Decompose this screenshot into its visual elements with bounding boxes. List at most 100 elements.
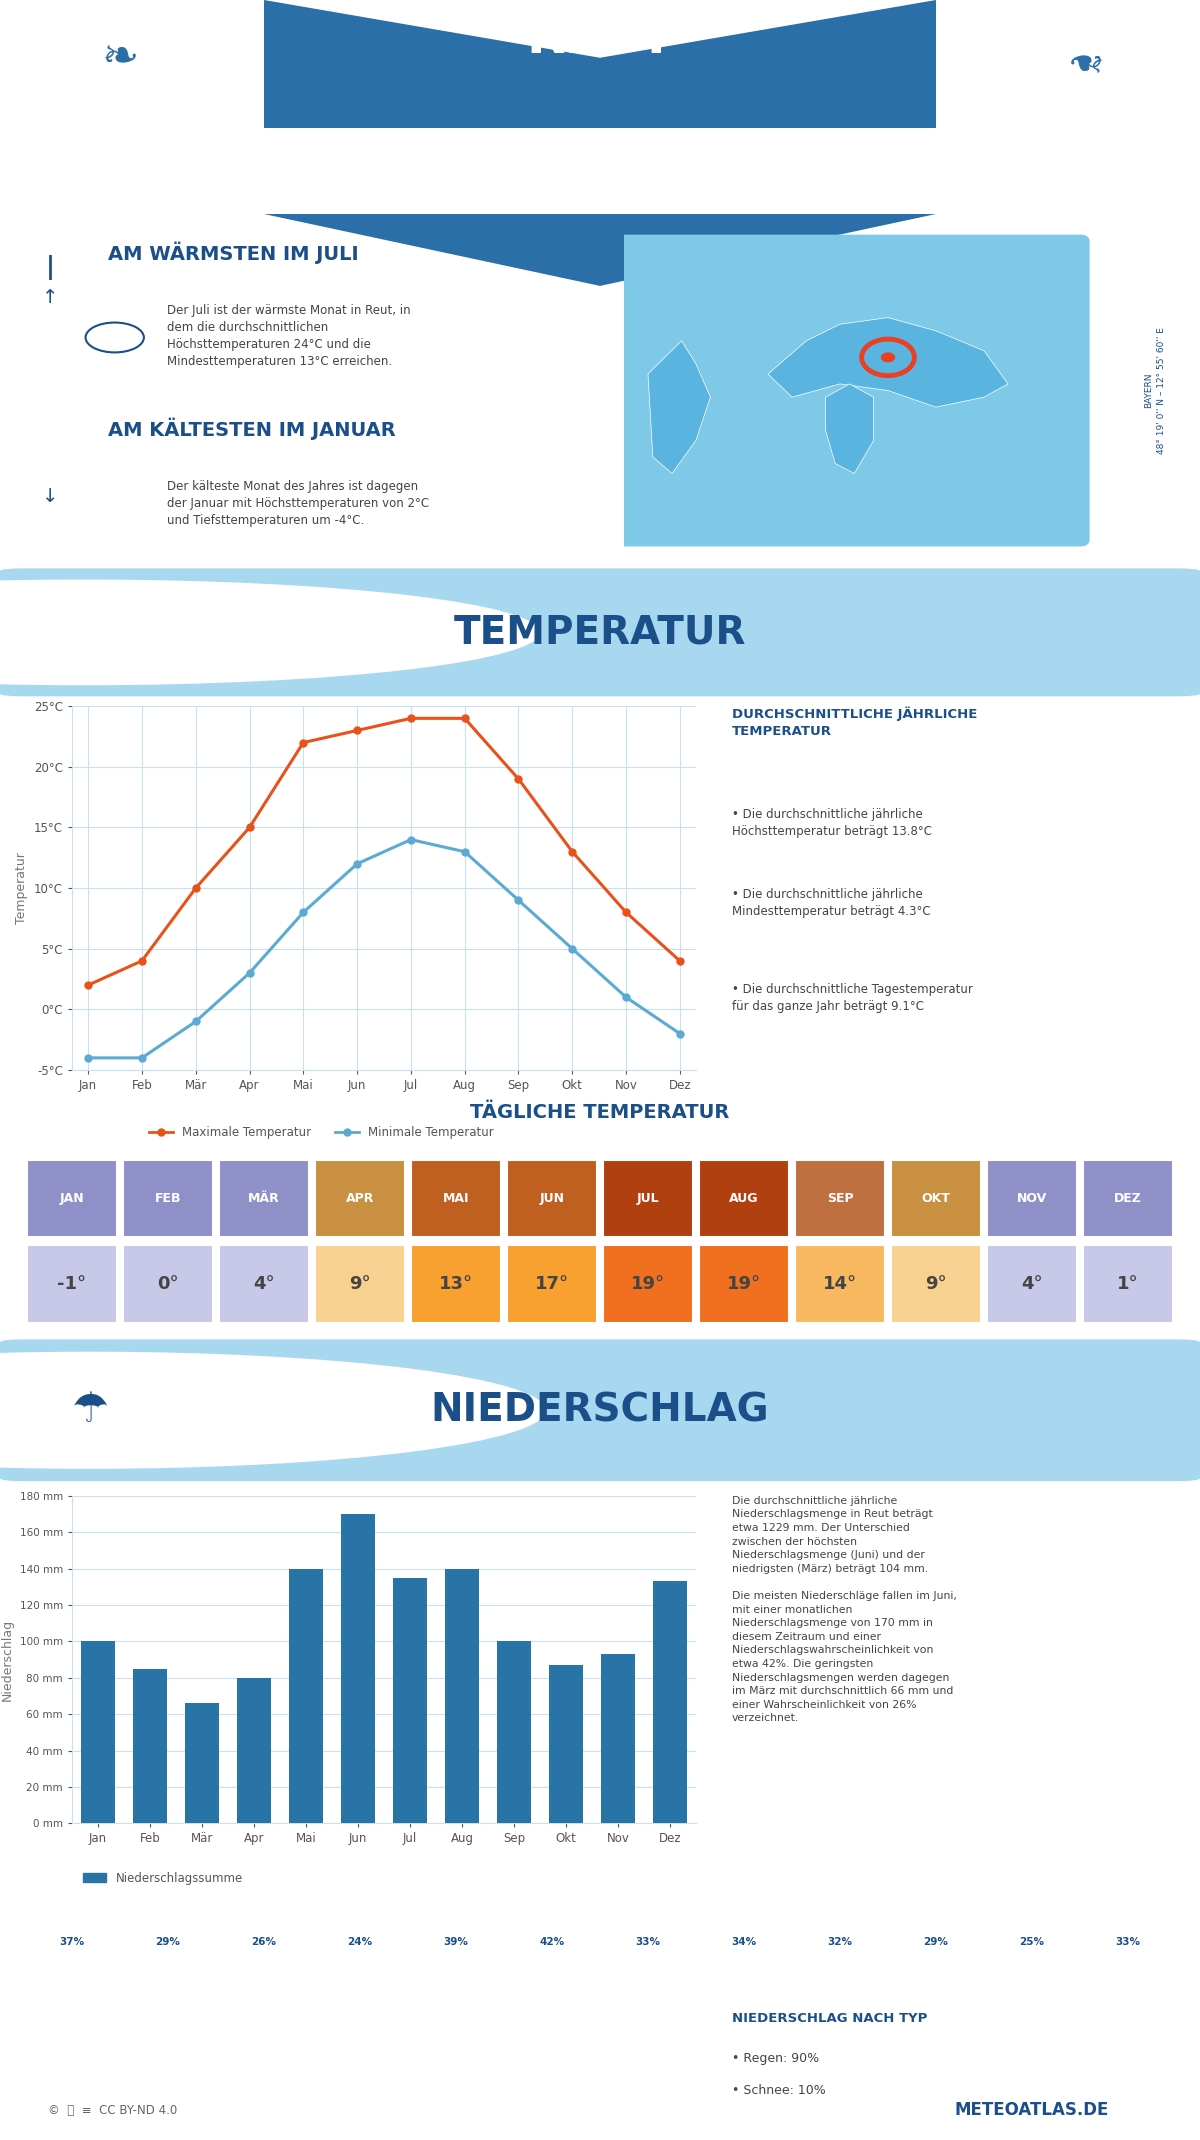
Text: OKT: OKT — [926, 1988, 946, 1999]
Maximale Temperatur — [134, 948, 149, 974]
Text: 4°: 4° — [253, 1275, 275, 1293]
Maximale Temperatur — [403, 706, 418, 732]
Text: |: | — [46, 255, 54, 280]
Maximale Temperatur — [511, 766, 526, 792]
Minimale Temperatur — [134, 1044, 149, 1070]
Text: 25%: 25% — [1020, 1937, 1044, 1947]
Text: MAI: MAI — [446, 1988, 466, 1999]
FancyBboxPatch shape — [506, 1245, 598, 1323]
Minimale Temperatur — [296, 899, 311, 924]
Text: AM WÄRMSTEN IM JULI: AM WÄRMSTEN IM JULI — [108, 242, 359, 263]
Line: Minimale Temperatur: Minimale Temperatur — [85, 837, 683, 1061]
Maximale Temperatur — [350, 717, 365, 743]
FancyBboxPatch shape — [602, 1245, 694, 1323]
FancyBboxPatch shape — [698, 1245, 790, 1323]
Bar — [82, 1641, 115, 1823]
FancyBboxPatch shape — [0, 569, 1200, 696]
Text: 9°: 9° — [925, 1275, 947, 1293]
Y-axis label: Temperatur: Temperatur — [16, 852, 29, 924]
Polygon shape — [768, 317, 1008, 407]
Minimale Temperatur — [350, 852, 365, 877]
Text: JAN: JAN — [64, 1988, 80, 1999]
Text: APR: APR — [350, 1988, 370, 1999]
Text: MAI: MAI — [443, 1192, 469, 1205]
Text: • Regen: 90%: • Regen: 90% — [732, 2052, 820, 2065]
Text: • Schnee: 10%: • Schnee: 10% — [732, 2084, 826, 2097]
Text: 24%: 24% — [348, 1937, 372, 1947]
FancyBboxPatch shape — [890, 1160, 982, 1237]
Maximale Temperatur — [296, 730, 311, 755]
Line: Maximale Temperatur: Maximale Temperatur — [85, 715, 683, 989]
Text: AUG: AUG — [733, 1988, 755, 1999]
Text: 19°: 19° — [631, 1275, 665, 1293]
FancyBboxPatch shape — [314, 1160, 406, 1237]
Maximale Temperatur — [619, 899, 634, 924]
Text: AM KÄLTESTEN IM JANUAR: AM KÄLTESTEN IM JANUAR — [108, 417, 396, 439]
Minimale Temperatur — [673, 1021, 688, 1046]
Bar — [445, 1569, 479, 1823]
Bar — [133, 1669, 167, 1823]
FancyBboxPatch shape — [218, 1245, 310, 1323]
Bar — [341, 1515, 374, 1823]
Polygon shape — [648, 340, 710, 473]
FancyBboxPatch shape — [794, 1160, 886, 1237]
FancyBboxPatch shape — [26, 1160, 118, 1237]
Text: 33%: 33% — [1116, 1937, 1140, 1947]
Text: JAN: JAN — [60, 1192, 84, 1205]
Text: NOV: NOV — [1016, 1192, 1048, 1205]
Text: 1°: 1° — [1117, 1275, 1139, 1293]
Text: NOV: NOV — [1021, 1988, 1043, 1999]
Circle shape — [323, 1939, 397, 1945]
FancyBboxPatch shape — [506, 1160, 598, 1237]
Text: 37%: 37% — [60, 1937, 84, 1947]
FancyBboxPatch shape — [314, 1245, 406, 1323]
FancyBboxPatch shape — [1082, 1160, 1174, 1237]
Bar — [601, 1654, 635, 1823]
Text: 42%: 42% — [540, 1937, 564, 1947]
Maximale Temperatur — [565, 839, 580, 865]
Minimale Temperatur — [403, 826, 418, 852]
Legend: Niederschlagssumme: Niederschlagssumme — [78, 1866, 247, 1890]
Text: MÄR: MÄR — [248, 1192, 280, 1205]
Minimale Temperatur — [457, 839, 472, 865]
Minimale Temperatur — [80, 1044, 95, 1070]
Maximale Temperatur — [188, 875, 203, 901]
Text: NIEDERSCHLAG: NIEDERSCHLAG — [431, 1391, 769, 1430]
Text: APR: APR — [346, 1192, 374, 1205]
Maximale Temperatur — [457, 706, 472, 732]
Maximale Temperatur — [242, 815, 257, 841]
FancyBboxPatch shape — [986, 1245, 1078, 1323]
Text: 32%: 32% — [828, 1937, 852, 1947]
FancyBboxPatch shape — [122, 1160, 214, 1237]
FancyBboxPatch shape — [410, 1245, 502, 1323]
Minimale Temperatur — [511, 888, 526, 914]
Text: ❧: ❧ — [101, 36, 139, 79]
Bar — [185, 1703, 218, 1823]
FancyBboxPatch shape — [1082, 1245, 1174, 1323]
Text: 34%: 34% — [732, 1937, 756, 1947]
Text: • Die durchschnittliche Tagestemperatur
für das ganze Jahr beträgt 9.1°C: • Die durchschnittliche Tagestemperatur … — [732, 982, 973, 1012]
FancyBboxPatch shape — [26, 1245, 118, 1323]
Text: Der kälteste Monat des Jahres ist dagegen
der Januar mit Höchsttemperaturen von : Der kälteste Monat des Jahres ist dagege… — [167, 479, 428, 526]
Text: SEP: SEP — [827, 1192, 853, 1205]
FancyBboxPatch shape — [0, 1340, 1200, 1481]
FancyBboxPatch shape — [794, 1245, 886, 1323]
Polygon shape — [264, 0, 936, 128]
Circle shape — [227, 1939, 301, 1945]
Text: DEZ: DEZ — [1114, 1192, 1142, 1205]
Text: • Die durchschnittliche jährliche
Höchsttemperatur beträgt 13.8°C: • Die durchschnittliche jährliche Höchst… — [732, 809, 932, 839]
FancyBboxPatch shape — [602, 1160, 694, 1237]
Text: 17°: 17° — [535, 1275, 569, 1293]
Circle shape — [0, 1352, 546, 1468]
Text: ↓: ↓ — [42, 488, 58, 507]
Text: REUT: REUT — [527, 15, 673, 62]
Text: SEP: SEP — [830, 1988, 850, 1999]
Text: DURCHSCHNITTLICHE JÄHRLICHE
TEMPERATUR: DURCHSCHNITTLICHE JÄHRLICHE TEMPERATUR — [732, 706, 977, 738]
Text: 39%: 39% — [444, 1937, 468, 1947]
Text: 9°: 9° — [349, 1275, 371, 1293]
Text: FEB: FEB — [158, 1988, 178, 1999]
Text: 29%: 29% — [924, 1937, 948, 1947]
Minimale Temperatur — [242, 961, 257, 987]
Text: ☂: ☂ — [71, 1389, 109, 1432]
Text: -1°: -1° — [58, 1275, 86, 1293]
